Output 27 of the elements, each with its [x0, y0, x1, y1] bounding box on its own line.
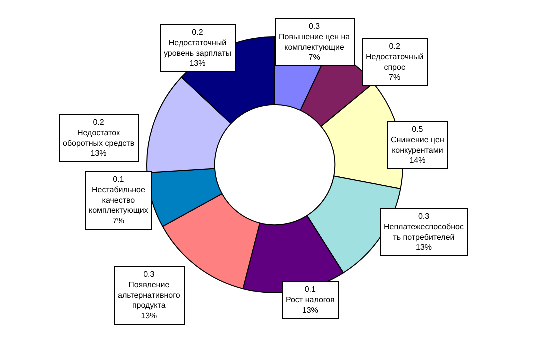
slice-label: Рост налогов [286, 295, 335, 304]
slice-label: Снижение цен конкурентами [391, 135, 444, 155]
text: 0.3 [308, 22, 320, 31]
text: 13% [141, 312, 158, 321]
text: 0.2 [93, 118, 104, 127]
text: 13% [302, 306, 318, 315]
text: 0.1 [113, 175, 124, 184]
text: 7% [389, 73, 401, 82]
text: 0.3 [144, 270, 155, 279]
slice-label: Нестабильное качество комплектующих [89, 185, 148, 216]
text: 0.2 [192, 28, 204, 37]
text: 13% [90, 149, 107, 158]
text: 13% [190, 59, 206, 68]
slice-label: Повышение цен на комплектующие [279, 32, 351, 52]
text: 7% [308, 53, 320, 62]
text: 13% [416, 243, 432, 252]
text: 0.1 [304, 285, 316, 294]
text: 0.2 [389, 42, 400, 51]
text: 0.3 [418, 212, 430, 221]
text: 14% [410, 156, 426, 166]
slice-label: Неплатежеспособнос ть потребителей [384, 222, 464, 242]
text: 0.5 [412, 125, 424, 134]
slice-label: Недостаточный уровень зарплаты [164, 38, 232, 58]
slice-label: Появление альтернативного продукта [118, 280, 181, 310]
slice-label: Недостаток оборотных средств [63, 128, 135, 148]
slice-label: Недостаточный спрос [366, 52, 424, 72]
text: 7% [112, 216, 124, 226]
